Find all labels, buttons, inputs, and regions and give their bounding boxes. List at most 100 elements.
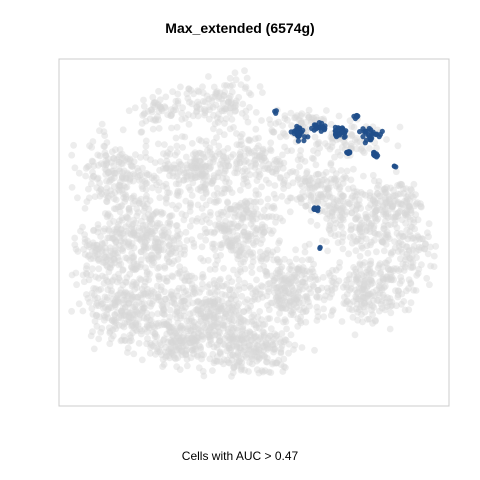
background-cell-point [231,69,239,77]
background-cell-point [137,330,145,338]
background-cell-point [385,275,393,283]
background-cell-point [195,364,203,372]
background-cell-point [147,303,155,310]
background-cell-point [253,235,260,242]
background-cell-point [250,210,257,218]
background-cell-point [260,213,268,220]
background-cell-point [143,270,151,278]
background-cell-point [96,152,104,160]
background-cell-point [297,180,304,188]
background-cell-point [125,205,133,212]
background-cell-point [408,192,415,200]
background-cell-point [161,310,168,318]
background-cell-point [264,345,271,353]
background-cell-point [324,192,332,200]
background-cell-point [140,202,148,210]
background-cell-point [373,184,381,192]
background-cell-point [228,224,236,231]
background-cell-point [398,200,405,208]
background-cell-point [119,281,127,289]
background-cell-point [128,322,136,329]
background-cell-point [250,198,258,206]
background-cell-point [427,262,434,270]
background-cell-point [225,274,233,282]
background-cell-point [252,171,260,179]
background-cell-point [272,332,280,340]
background-cell-point [244,233,251,241]
background-cell-point [150,288,158,296]
background-cell-point [234,238,242,245]
background-cell-point [95,161,102,169]
background-cell-point [116,208,124,216]
background-cell-point [359,294,367,302]
background-cell-point [115,314,123,321]
background-cell-point [160,226,168,234]
background-cell-point [202,107,209,115]
background-cell-point [206,178,214,185]
background-cell-point [193,108,200,116]
background-cell-point [130,229,138,237]
background-cell-point [384,214,392,221]
highlighted-cell-point [379,128,385,134]
background-cell-point [87,180,95,188]
background-cell-point [77,227,84,235]
background-cell-point [250,208,258,216]
background-cell-point [387,200,394,208]
background-cell-point [141,109,149,117]
background-cell-point [142,195,150,203]
background-cell-point [214,173,222,181]
background-cell-point [137,261,145,268]
background-cell-point [168,272,176,280]
background-cell-point [406,203,413,210]
background-cell-point [111,322,119,330]
background-cell-point [387,251,395,258]
background-cell-point [396,180,404,188]
background-cell-point [183,325,191,333]
background-cell-point [167,164,175,172]
background-cell-point [403,210,411,218]
background-cell-point [124,171,132,178]
background-cell-point [301,158,309,165]
background-cell-point [119,305,127,312]
background-cell-point [226,359,234,367]
background-cell-point [236,153,244,161]
background-cell-point [230,247,237,254]
background-cell-point [110,195,118,203]
background-cell-point [122,184,129,192]
background-cell-point [250,241,258,249]
background-cell-point [339,192,346,200]
background-cell-point [200,106,208,113]
background-cell-point [324,186,332,194]
highlighted-cell-point [371,149,377,156]
background-cell-point [273,246,281,254]
background-cell-point [128,249,136,257]
background-cell-point [202,201,210,209]
background-cell-point [238,141,245,149]
background-cell-point [238,214,246,222]
background-cell-point [302,174,309,182]
background-cell-point [382,189,389,196]
background-cell-point [352,224,360,231]
background-cell-point [151,103,159,111]
background-cell-point [213,88,221,95]
background-cell-point [130,231,138,239]
highlighted-cell-point [312,122,318,128]
background-cell-point [104,169,112,176]
background-cell-point [263,292,271,300]
background-cell-point [414,270,422,277]
background-cell-point [359,244,366,252]
background-cell-point [237,246,245,254]
background-cell-point [121,337,129,344]
background-cell-point [239,215,247,223]
background-cell-point [123,274,131,281]
background-cell-point [297,195,305,203]
background-cell-point [426,281,433,289]
background-cell-point [280,159,288,167]
background-cell-point [174,189,182,197]
background-cell-point [230,266,237,274]
background-cell-point [203,172,211,180]
background-cell-point [130,170,138,178]
background-cell-point [215,142,223,150]
background-cell-point [202,188,210,196]
background-cell-point [410,193,417,201]
